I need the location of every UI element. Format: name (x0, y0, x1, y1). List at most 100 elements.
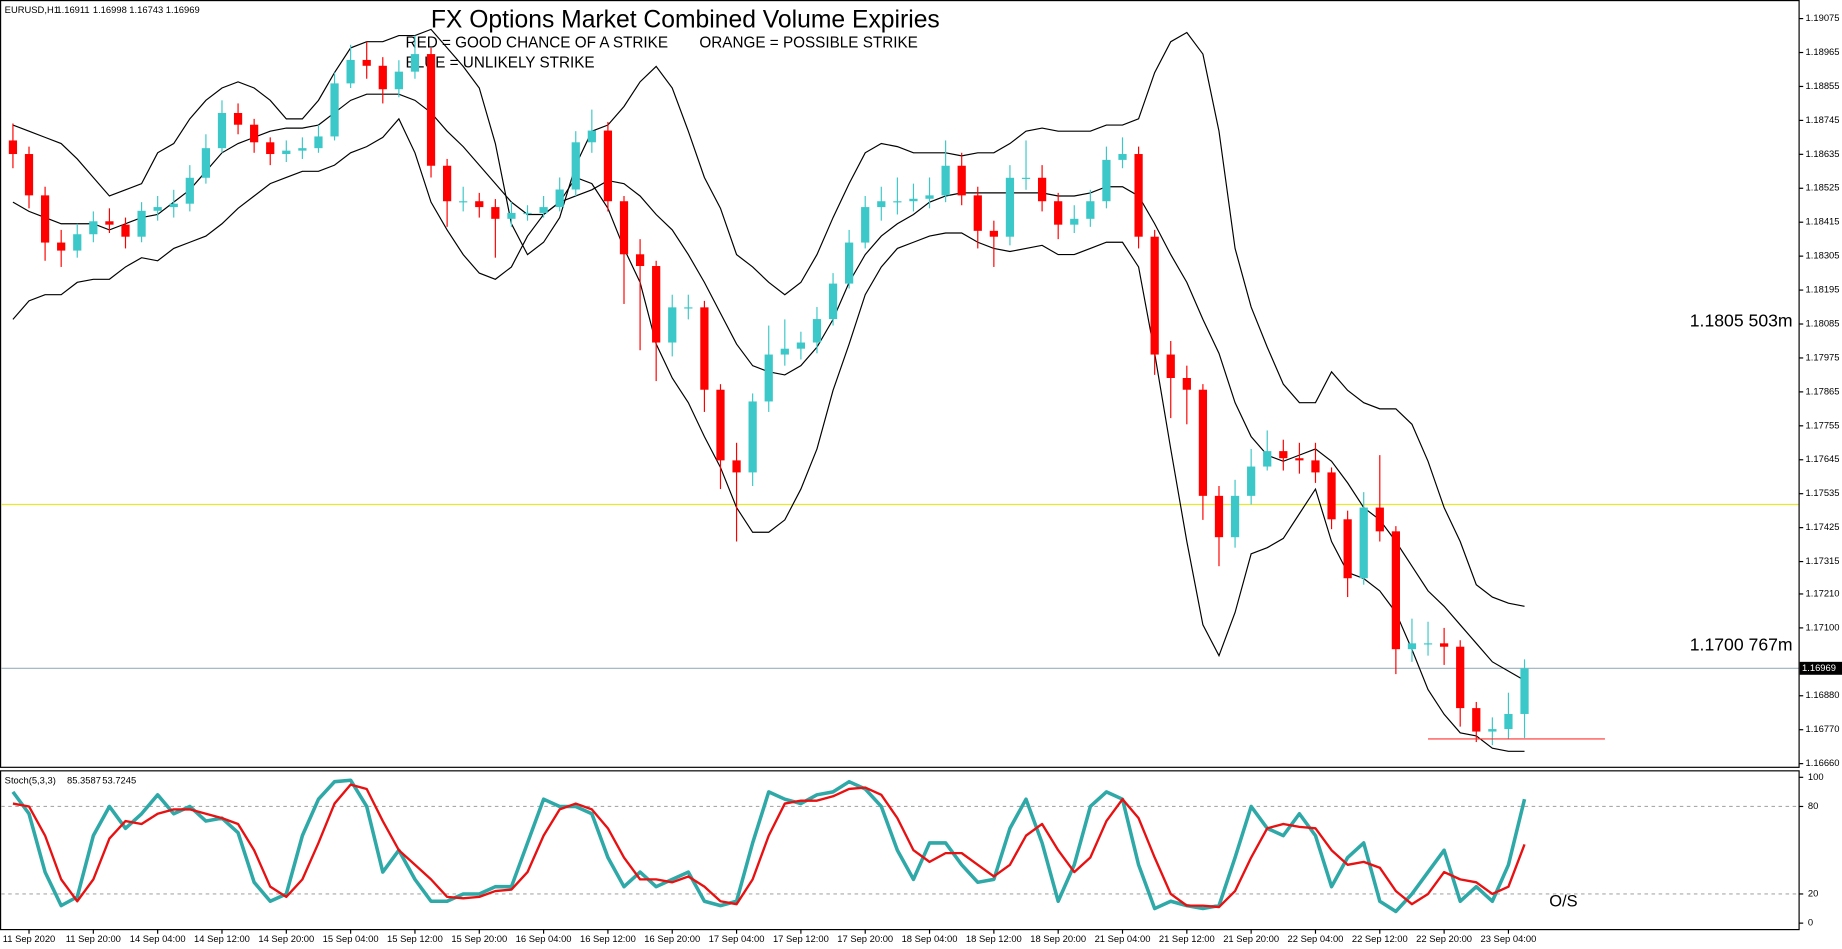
candle-body (1440, 643, 1449, 647)
y-tick-label: 1.17535 (1806, 487, 1840, 498)
x-tick-label: 21 Sep 20:00 (1223, 933, 1279, 944)
y-tick-label: 0 (1808, 917, 1813, 928)
candle-body (1520, 668, 1529, 714)
strike-annotation: 1.1700 767m (1690, 634, 1793, 654)
y-tick-label: 1.18195 (1806, 284, 1840, 295)
candle-body (957, 165, 966, 196)
candle-body (603, 130, 613, 202)
main-panel-frame (0, 0, 1800, 768)
x-tick-label: 16 Sep 12:00 (580, 933, 636, 944)
stoch-line (12, 783, 1526, 909)
candle-body (861, 207, 870, 243)
candle-body (298, 148, 307, 151)
candle-body (1423, 643, 1433, 645)
candle-body (1504, 713, 1513, 730)
candle-body (1086, 201, 1095, 219)
x-tick-label: 22 Sep 20:00 (1416, 933, 1472, 944)
candle-body (1263, 451, 1272, 467)
chart-title: FX Options Market Combined Volume Expiri… (431, 7, 940, 34)
candle-body (8, 140, 18, 155)
candle-body (893, 201, 902, 203)
candle-body (24, 154, 34, 196)
candle-body (1327, 472, 1336, 520)
x-tick-label: 15 Sep 20:00 (451, 933, 507, 944)
y-tick-label: 1.17645 (1806, 453, 1840, 464)
candle-body (1472, 708, 1481, 732)
x-tick-label: 15 Sep 04:00 (323, 933, 379, 944)
x-tick-label: 21 Sep 12:00 (1159, 933, 1215, 944)
candle-body (1005, 177, 1015, 237)
candle-body (394, 71, 403, 90)
candle-body (426, 54, 436, 166)
candle-body (571, 142, 580, 190)
y-tick-label: 1.18635 (1806, 148, 1840, 159)
strike-annotation: 1.1805 503m (1690, 311, 1793, 331)
candle-body (314, 136, 323, 149)
candle-body (652, 266, 661, 343)
candle-body (491, 207, 500, 219)
candle-body (330, 83, 339, 137)
bollinger-band (12, 28, 1525, 607)
candle-body (153, 207, 162, 211)
x-tick-label: 16 Sep 04:00 (516, 933, 572, 944)
x-tick-label: 18 Sep 04:00 (902, 933, 958, 944)
x-tick-label: 18 Sep 20:00 (1030, 933, 1086, 944)
x-tick-label: 14 Sep 04:00 (130, 933, 186, 944)
candle-body (1279, 451, 1288, 459)
candle-body (635, 254, 645, 267)
candle-body (1166, 354, 1175, 379)
candle-body (233, 112, 243, 125)
y-tick-label: 1.18415 (1806, 216, 1840, 227)
candle-body (845, 242, 854, 284)
candle-body (442, 165, 452, 202)
legend-note: RED = GOOD CHANCE OF A STRIKE (406, 35, 668, 52)
candle-body (780, 348, 789, 355)
stoch-value: 85.3587 (67, 774, 101, 785)
candle-body (523, 212, 532, 215)
candle-body (748, 401, 757, 473)
candle-body (1054, 201, 1063, 225)
candle-body (812, 319, 822, 343)
y-tick-label: 1.16770 (1806, 723, 1840, 734)
candle-body (1150, 236, 1159, 355)
stoch-panel-frame (0, 770, 1800, 931)
candle-body (1118, 154, 1127, 160)
candle-body (941, 165, 950, 196)
candle-body (1407, 643, 1417, 650)
y-tick-label: 1.19075 (1806, 12, 1840, 23)
candle-body (716, 389, 725, 461)
os-label: O/S (1549, 892, 1577, 910)
candle-body (925, 195, 934, 199)
candle-body (105, 221, 114, 225)
candle-body (507, 212, 516, 219)
candle-body (266, 142, 275, 155)
candle-body (1295, 458, 1304, 461)
candle-body (459, 201, 468, 203)
candle-body (346, 59, 355, 84)
candle-body (587, 130, 596, 143)
candle-body (89, 221, 98, 235)
candle-body (1198, 389, 1208, 496)
candle-body (1070, 218, 1079, 225)
y-tick-label: 1.18305 (1806, 250, 1840, 261)
candle-body (73, 234, 82, 251)
candle-body (1247, 466, 1256, 496)
candle-body (1021, 177, 1031, 179)
candle-body (137, 210, 146, 237)
candle-body (475, 201, 484, 208)
candle-body (796, 342, 806, 349)
candle-body (1311, 460, 1320, 473)
header-value: 1.16743 (129, 4, 163, 15)
candle-body (1488, 729, 1497, 732)
bollinger-band (12, 117, 1525, 752)
candle-body (1391, 531, 1400, 650)
legend-note: BLUE = UNLIKELY STRIKE (406, 55, 595, 72)
candle-body (1359, 507, 1368, 579)
candle-body (989, 230, 998, 237)
x-tick-label: 16 Sep 20:00 (644, 933, 700, 944)
x-tick-label: 11 Sep 2020 (3, 933, 56, 944)
x-tick-label: 22 Sep 12:00 (1352, 933, 1408, 944)
stoch-value: 53.7245 (102, 774, 136, 785)
y-tick-label: 1.17315 (1806, 555, 1840, 566)
